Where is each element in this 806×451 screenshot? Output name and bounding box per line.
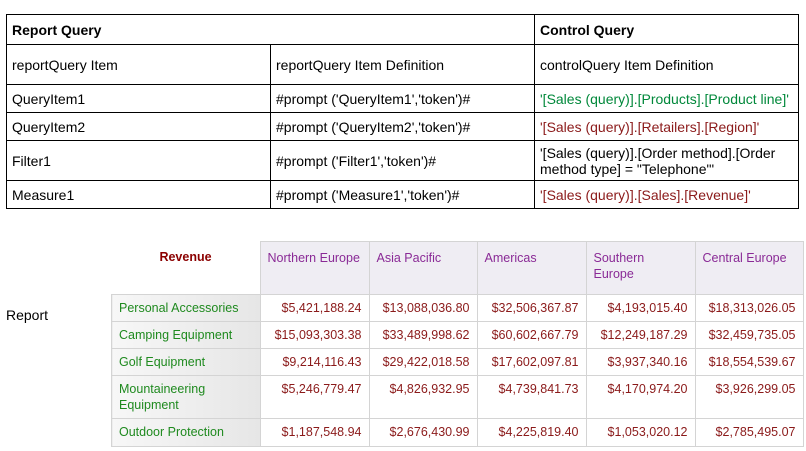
control-query-definition: '[Sales (query)].[Retailers].[Region]' bbox=[534, 112, 799, 141]
revenue-crosstab: Revenue Northern Europe Asia Pacific Ame… bbox=[111, 241, 804, 447]
crosstab-row: Camping Equipment $15,093,303.38 $33,489… bbox=[111, 320, 804, 349]
crosstab-cell: $3,937,340.16 bbox=[585, 347, 696, 376]
crosstab-cell: $29,422,018.58 bbox=[368, 347, 478, 376]
crosstab-row: Mountaineering Equipment $5,246,779.47 $… bbox=[111, 374, 804, 419]
crosstab-row-header[interactable]: Camping Equipment bbox=[111, 320, 261, 349]
crosstab-cell: $2,785,495.07 bbox=[694, 417, 804, 447]
query-table-row: Filter1 #prompt ('Filter1','token')# '[S… bbox=[6, 140, 799, 181]
crosstab-cell: $13,088,036.80 bbox=[368, 293, 478, 322]
crosstab-cell: $9,214,116.43 bbox=[259, 347, 370, 376]
crosstab-cell: $2,676,430.99 bbox=[368, 417, 478, 447]
query-item-name: QueryItem1 bbox=[6, 84, 271, 113]
report-query-definition: #prompt ('Measure1','token')# bbox=[270, 180, 535, 209]
control-query-header: Control Query bbox=[534, 14, 799, 45]
crosstab-column-header[interactable]: Americas bbox=[476, 241, 587, 295]
report-query-definition: #prompt ('Filter1','token')# bbox=[270, 140, 535, 181]
query-table-row: QueryItem1 #prompt ('QueryItem1','token'… bbox=[6, 84, 799, 113]
query-item-name: QueryItem2 bbox=[6, 112, 271, 141]
report-query-definition: #prompt ('QueryItem2','token')# bbox=[270, 112, 535, 141]
query-table-header-row: Report Query Control Query bbox=[6, 14, 799, 45]
query-item-name: reportQuery Item bbox=[6, 44, 271, 85]
crosstab-cell: $15,093,303.38 bbox=[259, 320, 370, 349]
crosstab-column-header[interactable]: Northern Europe bbox=[259, 241, 370, 295]
query-item-name: Filter1 bbox=[6, 140, 271, 181]
crosstab-column-header[interactable]: Asia Pacific bbox=[368, 241, 478, 295]
crosstab-row: Outdoor Protection $1,187,548.94 $2,676,… bbox=[111, 417, 804, 447]
query-table-row: QueryItem2 #prompt ('QueryItem2','token'… bbox=[6, 112, 799, 141]
crosstab-header-row: Revenue Northern Europe Asia Pacific Ame… bbox=[111, 241, 804, 295]
report-query-definition: #prompt ('QueryItem1','token')# bbox=[270, 84, 535, 113]
crosstab-cell: $5,421,188.24 bbox=[259, 293, 370, 322]
crosstab-column-header[interactable]: Southern Europe bbox=[585, 241, 696, 295]
control-query-definition: '[Sales (query)].[Products].[Product lin… bbox=[534, 84, 799, 113]
crosstab-cell: $4,739,841.73 bbox=[476, 374, 587, 419]
crosstab-cell: $60,602,667.79 bbox=[476, 320, 587, 349]
crosstab-measure-label: Revenue bbox=[111, 241, 261, 295]
crosstab-row-header[interactable]: Golf Equipment bbox=[111, 347, 261, 376]
crosstab-row-header[interactable]: Mountaineering Equipment bbox=[111, 374, 261, 419]
crosstab-cell: $17,602,097.81 bbox=[476, 347, 587, 376]
crosstab-cell: $4,826,932.95 bbox=[368, 374, 478, 419]
crosstab-cell: $33,489,998.62 bbox=[368, 320, 478, 349]
crosstab-cell: $32,506,367.87 bbox=[476, 293, 587, 322]
query-table-row: reportQuery Item reportQuery Item Defini… bbox=[6, 44, 799, 85]
crosstab-cell: $4,225,819.40 bbox=[476, 417, 587, 447]
crosstab-cell: $32,459,735.05 bbox=[694, 320, 804, 349]
report-query-header: Report Query bbox=[6, 14, 535, 45]
query-definition-table: Report Query Control Query reportQuery I… bbox=[6, 14, 799, 209]
crosstab-cell: $12,249,187.29 bbox=[585, 320, 696, 349]
crosstab-cell: $4,170,974.20 bbox=[585, 374, 696, 419]
control-query-definition: '[Sales (query)].[Sales].[Revenue]' bbox=[534, 180, 799, 209]
crosstab-cell: $5,246,779.47 bbox=[259, 374, 370, 419]
crosstab-row: Golf Equipment $9,214,116.43 $29,422,018… bbox=[111, 347, 804, 376]
report-label: Report bbox=[6, 307, 49, 323]
crosstab-row-header[interactable]: Outdoor Protection bbox=[111, 417, 261, 447]
crosstab-cell: $4,193,015.40 bbox=[585, 293, 696, 322]
query-item-name: Measure1 bbox=[6, 180, 271, 209]
crosstab-row: Personal Accessories $5,421,188.24 $13,0… bbox=[111, 293, 804, 322]
report-query-definition: reportQuery Item Definition bbox=[270, 44, 535, 85]
crosstab-cell: $18,313,026.05 bbox=[694, 293, 804, 322]
control-query-definition: controlQuery Item Definition bbox=[534, 44, 799, 85]
crosstab-cell: $1,187,548.94 bbox=[259, 417, 370, 447]
crosstab-cell: $3,926,299.05 bbox=[694, 374, 804, 419]
crosstab-cell: $1,053,020.12 bbox=[585, 417, 696, 447]
crosstab-column-header[interactable]: Central Europe bbox=[694, 241, 804, 295]
crosstab-row-header[interactable]: Personal Accessories bbox=[111, 293, 261, 322]
control-query-definition: '[Sales (query)].[Order method].[Order m… bbox=[534, 140, 799, 181]
crosstab-cell: $18,554,539.67 bbox=[694, 347, 804, 376]
query-table-row: Measure1 #prompt ('Measure1','token')# '… bbox=[6, 180, 799, 209]
